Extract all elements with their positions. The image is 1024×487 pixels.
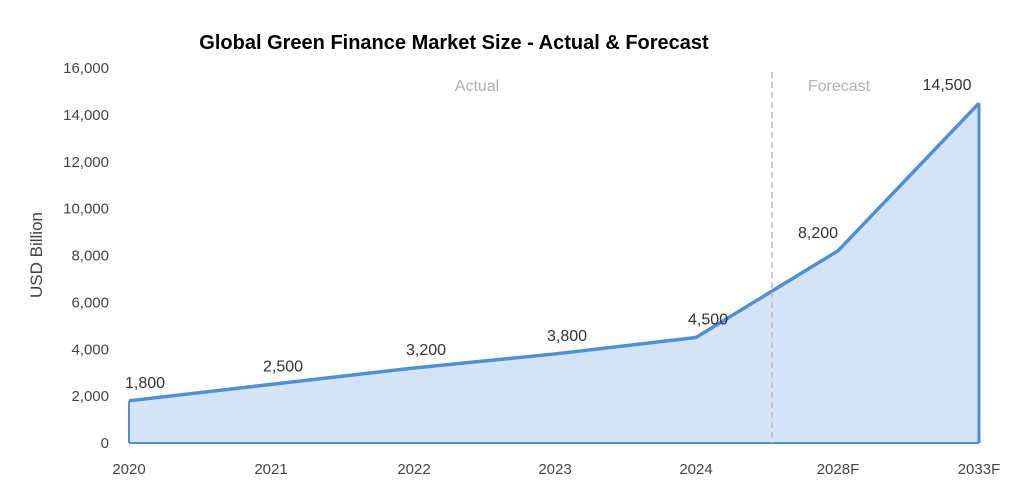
chart-title: Global Green Finance Market Size - Actua… xyxy=(199,32,709,54)
y-tick-label: 0 xyxy=(101,435,109,452)
data-label: 1,800 xyxy=(125,375,165,392)
x-tick-label: 2033F xyxy=(958,461,1001,478)
data-label: 3,200 xyxy=(406,342,446,359)
y-tick-label: 8,000 xyxy=(71,248,109,265)
x-tick-label: 2020 xyxy=(112,461,145,478)
x-tick-label: 2023 xyxy=(538,461,571,478)
x-tick-label: 2028F xyxy=(817,461,860,478)
y-tick-label: 12,000 xyxy=(63,154,109,171)
y-tick-label: 6,000 xyxy=(71,294,109,311)
x-tick-label: 2024 xyxy=(679,461,712,478)
data-label: 14,500 xyxy=(923,77,972,94)
data-label: 2,500 xyxy=(263,358,303,375)
data-label: 4,500 xyxy=(688,312,728,329)
y-tick-label: 16,000 xyxy=(63,60,109,77)
y-tick-label: 2,000 xyxy=(71,388,109,405)
data-label: 8,200 xyxy=(798,225,838,242)
plot-area: Actual Forecast 0 2,000 4,000 6,000 8,000 10,00… xyxy=(63,60,1000,478)
area-fill xyxy=(129,103,979,443)
y-axis-label: USD Billion xyxy=(27,212,46,298)
data-label: 3,800 xyxy=(547,328,587,345)
series-line xyxy=(128,101,981,403)
x-tick-label: 2022 xyxy=(397,461,430,478)
x-tick-label: 2021 xyxy=(254,461,287,478)
y-tick-label: 4,000 xyxy=(71,341,109,358)
region-label-actual: Actual xyxy=(455,78,499,95)
y-tick-label: 10,000 xyxy=(63,201,109,218)
y-tick-label: 14,000 xyxy=(63,107,109,124)
region-label-forecast: Forecast xyxy=(808,78,871,95)
